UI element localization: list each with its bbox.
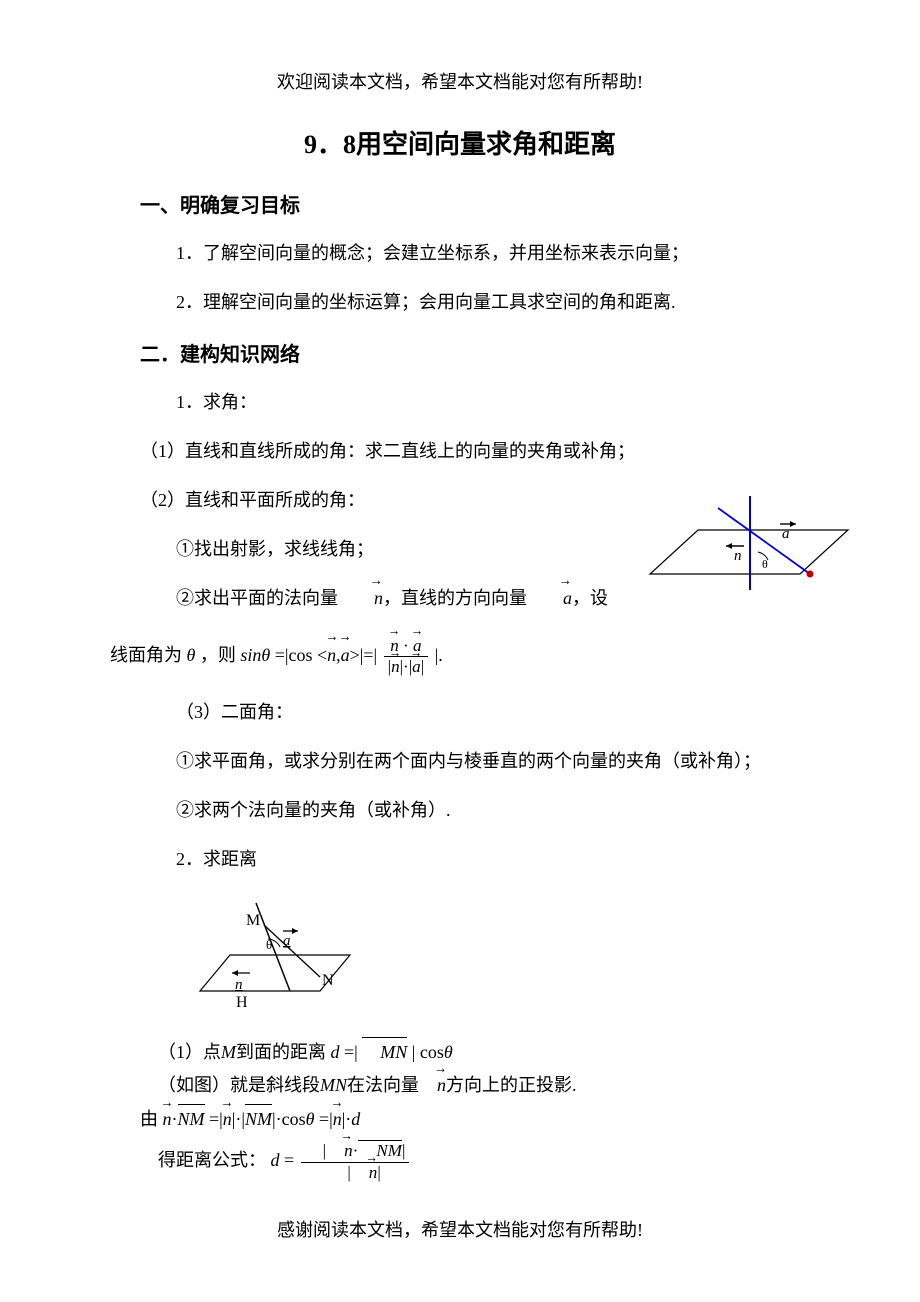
sec2-s1-3b: ②求两个法向量的夹角（或补角）. bbox=[140, 797, 780, 824]
label-theta2: θ bbox=[266, 937, 272, 952]
label-n1: n bbox=[734, 548, 742, 564]
v-n: n bbox=[327, 634, 336, 677]
theta2: θ bbox=[261, 645, 270, 665]
vector-a: a bbox=[527, 585, 572, 612]
dist-eq-1: （1）点M到面的距离 d =| MN | cosθ bbox=[140, 1038, 780, 1066]
sec1-p1: 1．了解空间向量的概念；会建立坐标系，并用坐标来表示向量； bbox=[140, 240, 780, 267]
eq: =| bbox=[275, 645, 289, 665]
text-pre: ②求出平面的法向量 bbox=[176, 588, 338, 608]
label-M: M bbox=[246, 912, 260, 929]
plane-diagram: n a θ bbox=[640, 490, 860, 610]
text-mid1: ，直线的方向向量 bbox=[383, 588, 527, 608]
sin-text: sin bbox=[240, 645, 261, 665]
page-title: 9．8用空间向量求角和距离 bbox=[140, 124, 780, 161]
text-b: ，则 bbox=[200, 645, 236, 665]
section2-heading: 二．建构知识网络 bbox=[140, 338, 780, 367]
theta-sym: θ bbox=[187, 645, 196, 665]
sec2-s2: 2．求距离 bbox=[140, 846, 780, 873]
fraction-1: n · a |n|·|a| bbox=[384, 637, 429, 678]
label-H: H bbox=[236, 994, 248, 1011]
end: |. bbox=[435, 645, 443, 665]
label-a1: a bbox=[782, 526, 790, 542]
footer-note: 感谢阅读本文档，希望本文档能对您有所帮助! bbox=[0, 1216, 920, 1242]
v-a: a bbox=[341, 634, 350, 677]
label-theta1: θ bbox=[762, 557, 768, 571]
label-a2: a bbox=[283, 933, 291, 949]
sec2-s1-1: （1）直线和直线所成的角：求二直线上的向量的夹角或补角； bbox=[140, 438, 780, 465]
text-a: 线面角为 bbox=[110, 645, 182, 665]
sec1-p2: 2．理解空间向量的坐标运算；会用向量工具求空间的角和距离. bbox=[140, 289, 780, 316]
label-N: N bbox=[322, 972, 334, 989]
sec2-s1: 1．求角： bbox=[140, 389, 780, 416]
cos-text: cos bbox=[288, 645, 312, 665]
dist-eq-3: 由 n·NM =|n|·|NM|·cosθ =|n|·d bbox=[140, 1105, 780, 1133]
diagram2-svg: M N H n a θ bbox=[180, 895, 380, 1015]
fraction-2: |n·NM| |n| bbox=[301, 1141, 410, 1183]
gt: >|=| bbox=[350, 645, 378, 665]
header-note: 欢迎阅读本文档，希望本文档能对您有所帮助! bbox=[140, 68, 780, 94]
sec2-s1-3: （3）二面角： bbox=[140, 699, 780, 726]
section1-heading: 一、明确复习目标 bbox=[140, 189, 780, 218]
text-mid2: ，设 bbox=[572, 588, 608, 608]
sec2-s1-2b-eq: 线面角为 θ ，则 sinθ =|cos <n,a>|=| n · a |n|·… bbox=[110, 634, 780, 677]
sec2-s1-3a: ①求平面角，或求分别在两个面内与棱垂直的两个向量的夹角（或补角）； bbox=[140, 748, 780, 775]
vector-n: n bbox=[338, 585, 383, 612]
diagram1-svg: n a θ bbox=[640, 490, 860, 605]
dist-eq-2: （如图）就是斜线段MN在法向量n方向上的正投影. bbox=[140, 1072, 780, 1099]
label-n2: n bbox=[235, 977, 243, 993]
dist-eq-4: 得距离公式： d = |n·NM| |n| bbox=[140, 1141, 780, 1183]
distance-diagram: M N H n a θ bbox=[180, 895, 780, 1020]
